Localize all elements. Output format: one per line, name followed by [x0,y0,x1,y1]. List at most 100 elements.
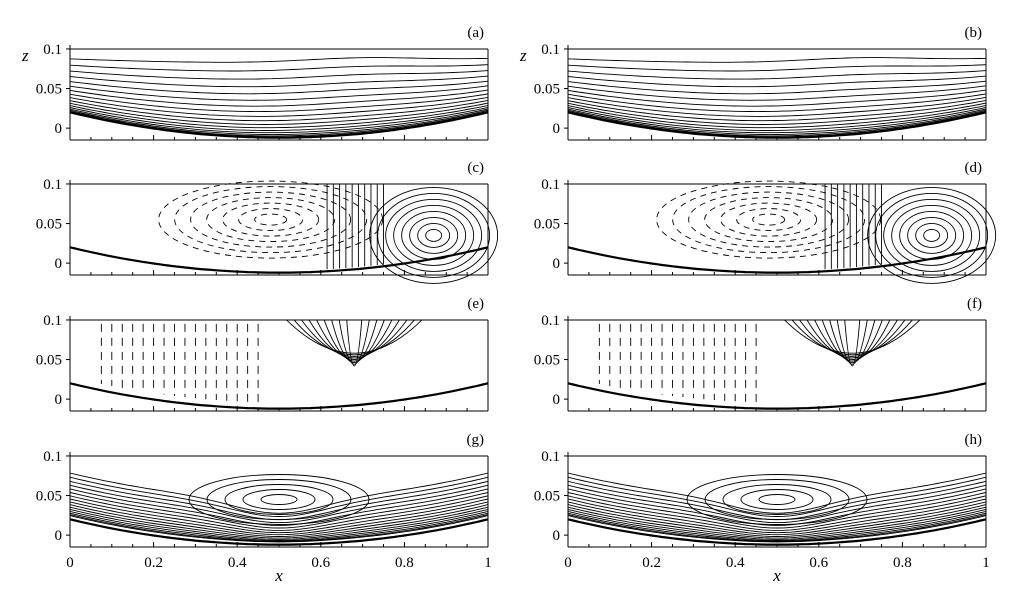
y-tick-label: 0.05 [36,217,62,233]
panel-label: (d) [965,160,983,176]
y-tick-label: 0.05 [36,353,62,369]
contour-line [567,93,987,113]
contour-arc [301,319,408,357]
contour-loop [417,222,451,248]
contour-line [567,109,987,136]
y-tick-label: 0.1 [43,313,62,329]
contour-loop [907,216,957,254]
y-tick-label: 0.05 [534,489,560,505]
contour-line [69,480,489,521]
contour-loop [758,494,796,505]
panel-g: 0.1 0.05 00 0.2 0.4 0.6 0.8 1 x (g) [36,432,492,585]
contour-loop [206,479,352,520]
contour-arc [346,319,363,367]
panel-label: (c) [467,160,484,176]
x-tick-label: 0 [66,555,74,571]
x-tick-label: 0.6 [311,555,330,571]
y-tick-label: 0 [55,392,63,408]
contour-line [567,57,987,63]
contour-loop [923,228,941,242]
contour-loop-dashed [158,180,384,259]
contour-line [69,57,489,63]
x-tick-label: 0.8 [893,555,912,571]
contour-line [567,512,987,542]
contour-loop-dashed [752,213,786,226]
contour-lines [100,319,423,403]
x-tick-label: 0.2 [642,555,661,571]
contour-loop [740,489,814,510]
y-tick-label: 0.1 [541,449,560,465]
contour-line [69,488,489,526]
y-tick-label: 0.05 [36,82,62,98]
contour-arc [829,319,876,364]
contour-lines [69,57,489,138]
contour-line [567,510,987,541]
panel-label: (b) [965,25,983,41]
contour-arc [323,319,385,362]
contour-lines [567,57,987,138]
y-tick-label: 0 [55,121,63,137]
contour-loop [425,228,443,242]
contour-line [567,110,987,137]
y-tick-label: 0.1 [43,177,62,193]
y-tick-label: 0.05 [534,353,560,369]
contour-loop-dashed [190,191,352,248]
contour-arc [308,319,400,359]
bottom-topography [567,518,987,546]
panel-d: 0.1 0.05 0 (d) [534,160,997,284]
contour-line [69,64,489,72]
y-tick-label: 0 [55,256,63,272]
contour-line [69,506,489,539]
contour-loop-dashed [206,197,336,243]
x-tick-label: 0.4 [228,555,247,571]
contour-loop-dashed [222,202,320,237]
contour-loop-dashed [656,180,882,259]
contour-arc [814,319,891,360]
contour-loop [224,484,334,515]
contour-loop-dashed [688,191,850,248]
panel-label: (e) [467,296,484,312]
contour-arc [316,319,393,360]
contour-lines [656,180,997,284]
contour-loop [401,210,467,260]
contour-loop [260,494,298,505]
contour-line [567,102,987,125]
x-tick-label: 1 [484,555,492,571]
contour-line [567,508,987,540]
contour-line [69,110,489,137]
contour-loop-dashed [238,208,304,232]
contour-line [69,498,489,534]
contour-line [567,111,987,138]
y-axis-label: z [21,46,29,65]
contour-loop-dashed [704,197,834,243]
contour-loop-dashed [720,202,818,237]
contour-line [69,106,489,131]
panel-a: 0.1 0.05 0 z (a) [21,25,489,141]
y-tick-label: 0.1 [43,449,62,465]
x-tick-label: 0.2 [144,555,163,571]
contour-line [69,70,489,80]
contour-line [69,484,489,524]
contour-line [567,85,987,101]
contour-line [69,510,489,541]
bottom-topography [69,518,489,546]
contour-line [69,111,489,138]
contour-line [69,109,489,136]
contour-line [69,492,489,529]
y-tick-label: 0 [55,528,63,544]
contour-arc [338,319,370,365]
panel-c: 0.1 0.05 0 (c) [36,160,499,284]
y-axis-label: z [519,46,527,65]
contour-loop [393,204,475,266]
contour-line [69,108,489,134]
bottom-topography [567,246,987,274]
contour-line [69,89,489,107]
panel-b: 0.1 0.05 0 z (b) [519,25,987,141]
contour-line [69,495,489,531]
contour-arc [293,319,415,356]
panel-label: (g) [467,432,485,448]
contour-loop-dashed [672,186,866,254]
panel-h: 0.1 0.05 00 0.2 0.4 0.6 0.8 1 x (h) [534,432,990,585]
contour-line [567,484,987,524]
contour-loop [385,198,483,272]
